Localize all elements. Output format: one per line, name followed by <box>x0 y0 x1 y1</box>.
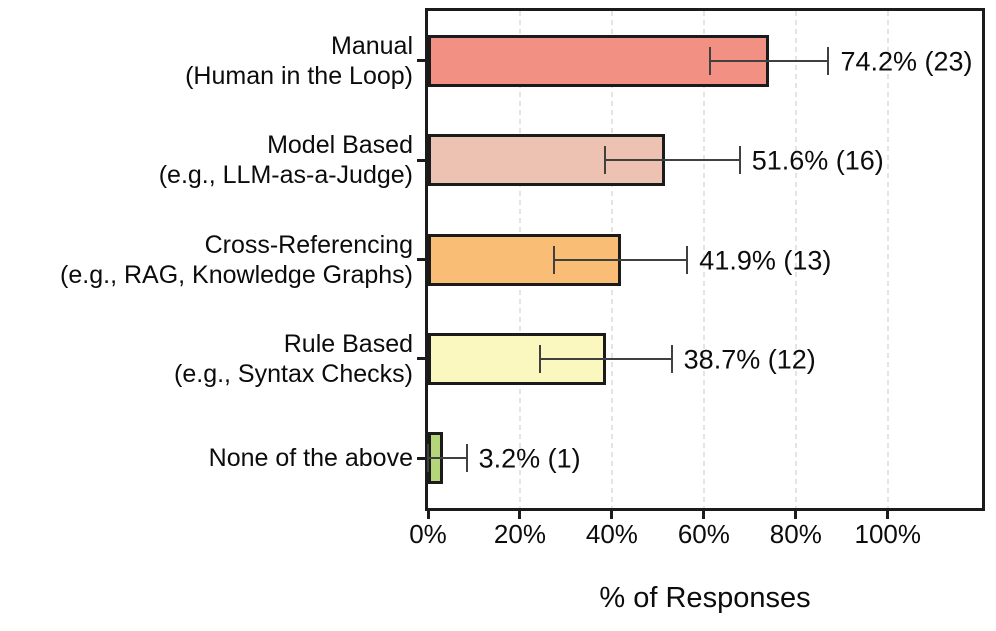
value-label: 38.7% (12) <box>683 344 816 375</box>
error-bar-line <box>540 357 672 360</box>
x-tick-mark-20% <box>518 511 522 519</box>
x-tick-mark-80% <box>794 511 798 519</box>
category-label: Model Based (e.g., LLM-as-a-Judge) <box>159 130 413 190</box>
y-tick-mark <box>417 258 425 261</box>
error-bar-cap-low <box>539 344 542 373</box>
category-label-line: (e.g., LLM-as-a-Judge) <box>158 161 413 190</box>
value-label: 74.2% (23) <box>840 46 973 77</box>
error-bar-cap-low <box>604 146 606 175</box>
value-label: 3.2% (1) <box>478 443 581 474</box>
error-bar-cap-low <box>427 444 429 473</box>
y-tick-mark <box>417 357 425 361</box>
error-bar-cap-high <box>465 444 468 473</box>
error-bar-line <box>553 258 688 261</box>
category-label: None of the above <box>209 443 413 473</box>
x-tick-label-60%: 60% <box>677 519 730 549</box>
x-tick-mark-40% <box>610 511 614 519</box>
x-tick-mark-60% <box>702 511 706 519</box>
category-label-line: None of the above <box>208 444 413 473</box>
x-axis-title: % of Responses <box>599 582 811 614</box>
value-label: 51.6% (16) <box>751 145 884 176</box>
category-label-line: Rule Based <box>283 329 413 358</box>
gridline-100% <box>886 11 889 508</box>
category-label-line: Manual <box>331 31 413 60</box>
error-bar-line <box>605 159 740 162</box>
category-label-line: (e.g., Syntax Checks) <box>174 359 413 388</box>
x-tick-label-80%: 80% <box>769 519 822 549</box>
value-label: 41.9% (13) <box>699 245 832 275</box>
category-label-line: Cross-Referencing <box>204 230 413 259</box>
error-bar-cap-low <box>552 245 555 274</box>
x-tick-mark-100% <box>886 511 890 519</box>
gridline-60% <box>702 11 705 508</box>
gridline-80% <box>794 11 797 508</box>
x-tick-label-0%: 0% <box>409 519 447 549</box>
x-tick-mark-0% <box>426 511 430 519</box>
error-bar-cap-high <box>738 146 741 175</box>
category-label-line: (Human in the Loop) <box>185 61 413 90</box>
category-label-line: Model Based <box>267 131 413 160</box>
x-tick-label-100%: 100% <box>854 519 922 549</box>
error-bar-cap-high <box>670 344 673 373</box>
error-bar-cap-low <box>708 46 711 75</box>
y-tick-mark <box>417 59 425 63</box>
x-tick-label-20%: 20% <box>493 519 546 549</box>
category-label: Cross-Referencing (e.g., RAG, Knowledge G… <box>60 230 413 290</box>
category-label-line: (e.g., RAG, Knowledge Graphs) <box>60 260 413 289</box>
plot-area: 74.2% (23) 51.6% (16) 41.9% (13) 38.7% (12)… <box>425 8 985 511</box>
x-tick-label-40%: 40% <box>585 519 638 549</box>
error-bar-cap-high <box>827 46 830 75</box>
category-label: Rule Based (e.g., Syntax Checks) <box>174 329 413 389</box>
y-tick-mark <box>417 158 425 162</box>
error-bar-line <box>428 457 467 460</box>
error-bar-cap-high <box>686 245 689 274</box>
category-label: Manual (Human in the Loop) <box>185 31 413 91</box>
y-tick-mark <box>417 456 425 460</box>
error-bar-line <box>709 59 829 62</box>
